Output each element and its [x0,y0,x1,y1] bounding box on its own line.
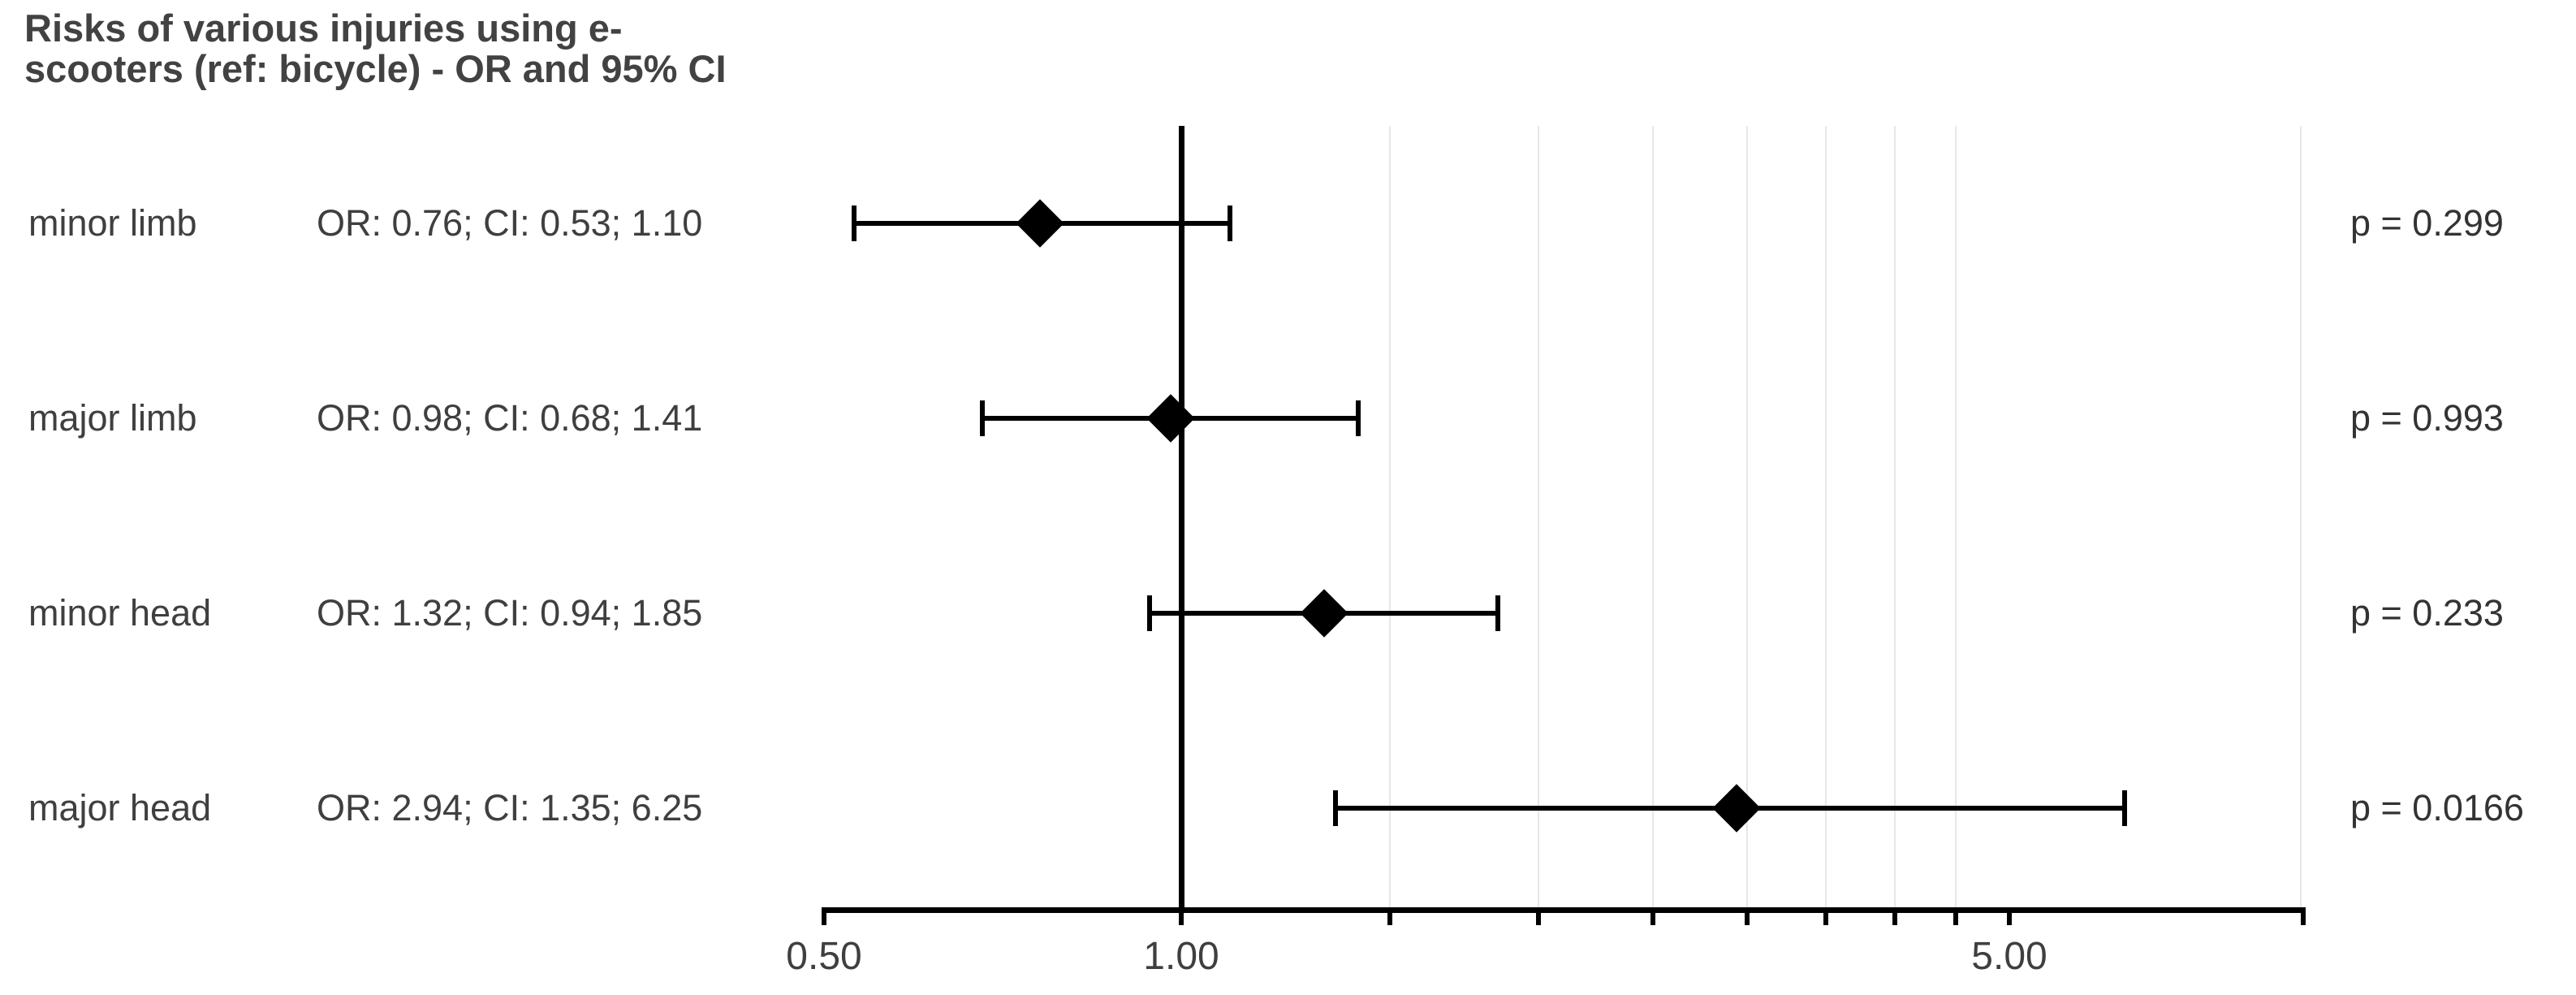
row-label: major head [28,787,212,828]
x-gridline [1955,126,1957,907]
x-axis-tick [1536,907,1541,925]
or-point-diamond [1146,394,1195,443]
x-axis-tick-label: 5.00 [1971,935,2047,978]
x-axis-tick [822,907,826,925]
ci-upper-cap [1356,400,1361,436]
x-axis-end-cap [2301,907,2306,925]
ci-upper-cap [1228,205,1232,241]
ci-lower-cap [852,205,857,241]
x-axis-tick [1387,907,1392,925]
ci-lower-cap [1333,790,1338,826]
or-ci-text: OR: 0.98; CI: 0.68; 1.41 [317,397,703,439]
chart-title: Risks of various injuries using e- scoot… [24,8,727,89]
x-axis-tick-label: 1.00 [1143,935,1219,978]
x-axis-tick [1953,907,1958,925]
x-gridline [2300,126,2302,907]
or-ci-text: OR: 0.76; CI: 0.53; 1.10 [317,202,703,244]
ci-lower-cap [1147,595,1152,631]
row-label: major limb [28,397,197,439]
row-label: minor head [28,592,212,634]
chart-title-line-1: Risks of various injuries using e- [24,6,623,50]
ci-upper-cap [1495,595,1500,631]
p-value-text: p = 0.233 [2350,592,2504,634]
x-axis-tick [1650,907,1655,925]
x-axis-tick-label: 0.50 [786,935,862,978]
or-ci-text: OR: 1.32; CI: 0.94; 1.85 [317,592,703,634]
x-axis-tick [1745,907,1750,925]
p-value-text: p = 0.993 [2350,397,2504,439]
x-gridline [1746,126,1748,907]
x-gridline [1652,126,1654,907]
or-point-diamond [1300,589,1348,638]
x-gridline [1825,126,1827,907]
chart-title-line-2: scooters (ref: bicycle) - OR and 95% CI [24,47,727,90]
x-axis-tick [1179,907,1184,925]
x-axis-tick [1892,907,1897,925]
p-value-text: p = 0.0166 [2350,787,2524,828]
x-axis-tick [2007,907,2012,925]
ci-lower-cap [980,400,985,436]
x-gridline [1894,126,1896,907]
or-point-diamond [1016,199,1064,248]
or-ci-text: OR: 2.94; CI: 1.35; 6.25 [317,787,703,828]
x-gridline [1389,126,1391,907]
row-label: minor limb [28,202,197,244]
or-point-diamond [1712,784,1761,833]
x-axis-line [822,907,2306,913]
reference-line [1179,126,1184,913]
p-value-text: p = 0.299 [2350,202,2504,244]
x-axis-tick [1823,907,1828,925]
ci-upper-cap [2122,790,2127,826]
x-gridline [1538,126,1539,907]
